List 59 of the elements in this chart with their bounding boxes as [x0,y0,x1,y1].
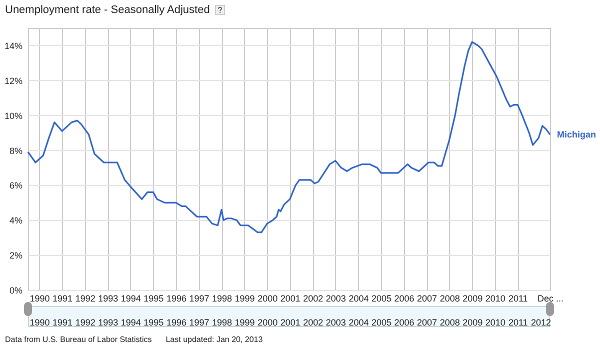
x-tick-label: 2011 [508,294,528,304]
x2-tick-label: 2000 [258,318,278,328]
y-tick-label: 4% [9,216,22,226]
x2-tick-label: 2001 [280,318,300,328]
x2-tick-label: 1998 [212,318,232,328]
y-tick-label: 0% [9,286,22,296]
x-tick-label: 2002 [303,294,324,304]
x-tick-label: 2001 [280,294,300,304]
x2-tick-label: 1990 [30,318,50,328]
x2-tick-label: 2004 [348,318,369,328]
y-tick-label: 8% [9,146,22,156]
x-tick-label: 2008 [440,294,460,304]
chart-title: Unemployment rate - Seasonally Adjusted [5,4,210,16]
x2-tick-label: 1993 [98,318,118,328]
x-tick-label: 2009 [462,294,483,304]
x-tick-label: 1990 [30,294,50,304]
x-tick-label: 1998 [212,294,232,304]
x2-tick-label: 2003 [326,318,346,328]
x-tick-label: Dec ... [537,294,564,304]
y-tick-label: 12% [4,76,22,86]
x-tick-label: 1999 [234,294,255,304]
x2-tick-label: 1997 [189,318,210,328]
x2-tick-label: 2007 [417,318,438,328]
y-tick-label: 10% [4,110,22,121]
text: Last updated: Jan 20, 2013 [166,335,263,344]
x2-tick-label: 1995 [144,318,164,328]
x-tick-label: 1994 [120,294,141,304]
x-tick-label: 2006 [394,294,414,304]
x2-tick-label: 1992 [75,318,96,328]
x2-tick-label: 2002 [303,318,324,328]
x-tick-label: 2000 [258,294,278,304]
x2-tick-label: 2008 [440,318,460,328]
x-tick-label: 2003 [326,294,346,304]
x-tick-label: 2005 [371,294,392,304]
y-tick-label: 2% [9,250,22,261]
x2-tick-label: 2005 [371,318,392,328]
x2-tick-label: 1996 [166,318,187,328]
x2-tick-label: 2012 [530,318,551,328]
x2-tick-label: 1994 [120,318,141,328]
x-tick-label: 2007 [417,294,438,304]
x-tick-label: 1991 [52,294,73,304]
y-tick-label: 6% [9,180,22,191]
y-tick-label: 14% [4,40,22,51]
x-tick-label: 1993 [98,294,118,304]
text: Data from U.S. Bureau of Labor Statistics [5,335,152,344]
x2-tick-label: 1999 [234,318,255,328]
x-tick-label: 1995 [144,294,164,304]
x-tick-label: 2004 [348,294,369,304]
x-tick-label: 1992 [75,294,96,304]
x2-tick-label: 1991 [52,318,73,328]
series-label: Michigan [557,130,596,140]
x-tick-label: 1996 [166,294,187,304]
x-tick-label: 1997 [189,294,210,304]
x2-tick-label: 2009 [462,318,483,328]
x2-tick-label: 2010 [485,318,506,328]
x2-tick-label: 2011 [508,318,528,328]
line-series [27,41,551,234]
x2-tick-label: 2006 [394,318,414,328]
x-tick-label: 2010 [485,294,506,304]
